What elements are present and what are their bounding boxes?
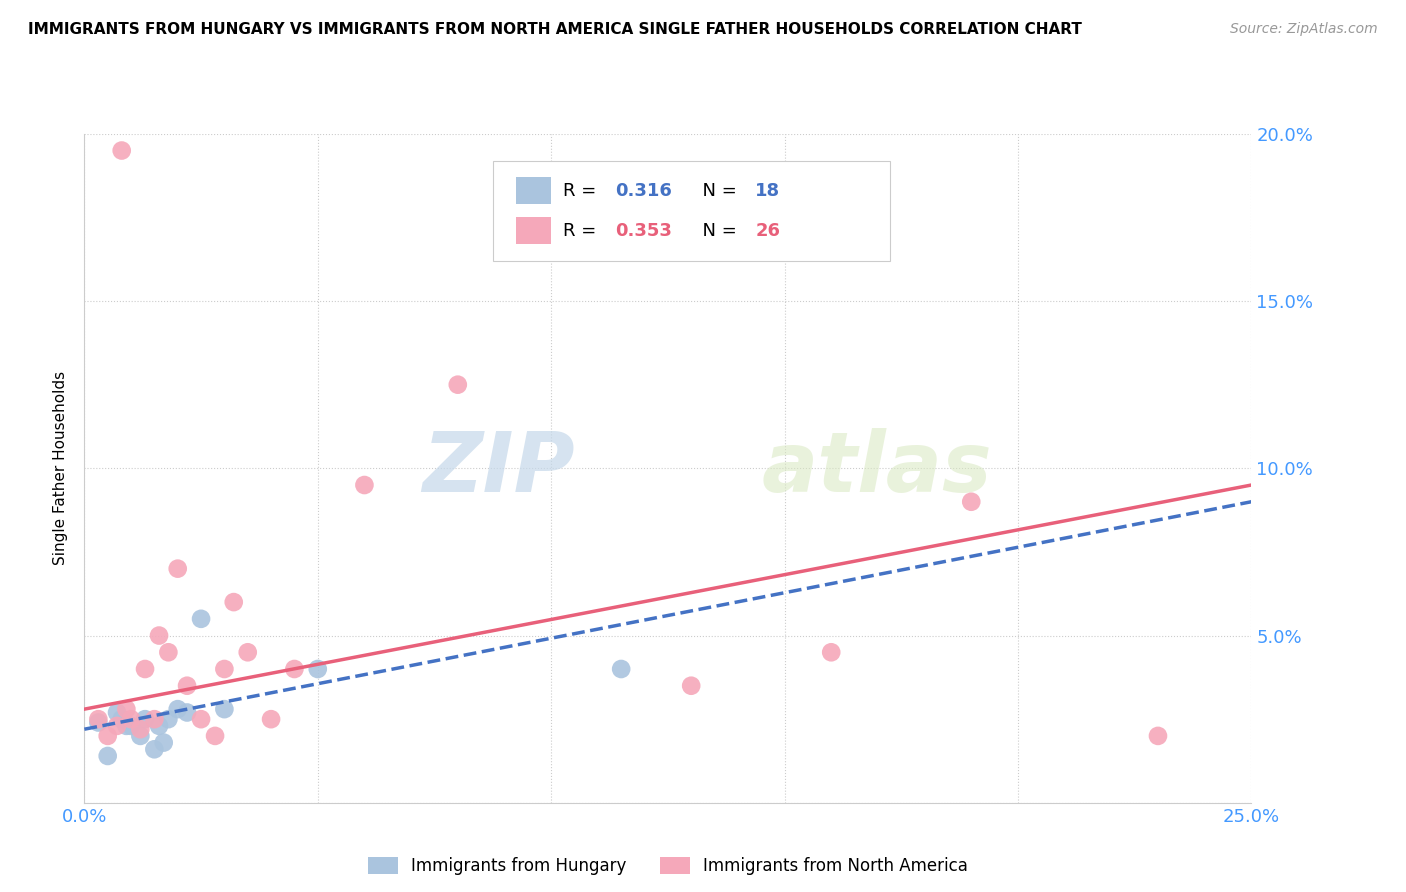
Point (134, 712, 156, 726)
Text: ZIP: ZIP (422, 428, 575, 508)
Point (447, 377, 470, 392)
Point (120, 712, 142, 726)
Point (105, 719, 128, 733)
Text: R =: R = (562, 182, 602, 200)
Text: 26: 26 (755, 222, 780, 240)
Point (87, 712, 110, 726)
Point (157, 712, 180, 726)
Point (681, 679, 703, 693)
Point (960, 494, 983, 508)
Point (152, 735, 174, 749)
Point (260, 712, 283, 726)
Point (97, 729, 120, 743)
Point (105, 706, 128, 720)
Point (236, 645, 259, 659)
Point (222, 595, 245, 609)
Y-axis label: Single Father Households: Single Father Households (53, 371, 69, 566)
Point (120, 719, 142, 733)
Text: 0.316: 0.316 (616, 182, 672, 200)
Point (283, 662, 305, 676)
Point (111, 712, 134, 726)
Point (1147, 729, 1170, 743)
Point (176, 706, 198, 720)
Point (143, 712, 166, 726)
Point (166, 562, 188, 576)
Bar (516, 178, 551, 204)
Text: 0.353: 0.353 (616, 222, 672, 240)
Point (214, 662, 236, 676)
Point (115, 702, 138, 716)
Point (176, 679, 198, 693)
FancyBboxPatch shape (494, 161, 890, 261)
Point (97, 749, 120, 764)
Point (204, 729, 226, 743)
Point (111, 144, 134, 158)
Point (134, 662, 156, 676)
Text: atlas: atlas (761, 428, 991, 508)
Text: Source: ZipAtlas.com: Source: ZipAtlas.com (1230, 22, 1378, 37)
Point (610, 662, 633, 676)
Point (166, 702, 188, 716)
Point (148, 719, 170, 733)
Point (129, 729, 152, 743)
Text: IMMIGRANTS FROM HUNGARY VS IMMIGRANTS FROM NORTH AMERICA SINGLE FATHER HOUSEHOLD: IMMIGRANTS FROM HUNGARY VS IMMIGRANTS FR… (28, 22, 1083, 37)
Text: R =: R = (562, 222, 602, 240)
Point (307, 662, 329, 676)
Bar (516, 218, 551, 244)
Point (148, 628, 170, 642)
Point (820, 645, 842, 659)
Point (157, 645, 180, 659)
Point (190, 712, 212, 726)
Text: N =: N = (692, 222, 742, 240)
Legend: Immigrants from Hungary, Immigrants from North America: Immigrants from Hungary, Immigrants from… (361, 850, 974, 881)
Point (129, 723, 152, 737)
Point (115, 719, 138, 733)
Text: N =: N = (692, 182, 742, 200)
Point (143, 742, 166, 756)
Point (214, 702, 236, 716)
Point (87, 715, 110, 730)
Point (190, 612, 212, 626)
Point (353, 478, 375, 492)
Text: 18: 18 (755, 182, 780, 200)
